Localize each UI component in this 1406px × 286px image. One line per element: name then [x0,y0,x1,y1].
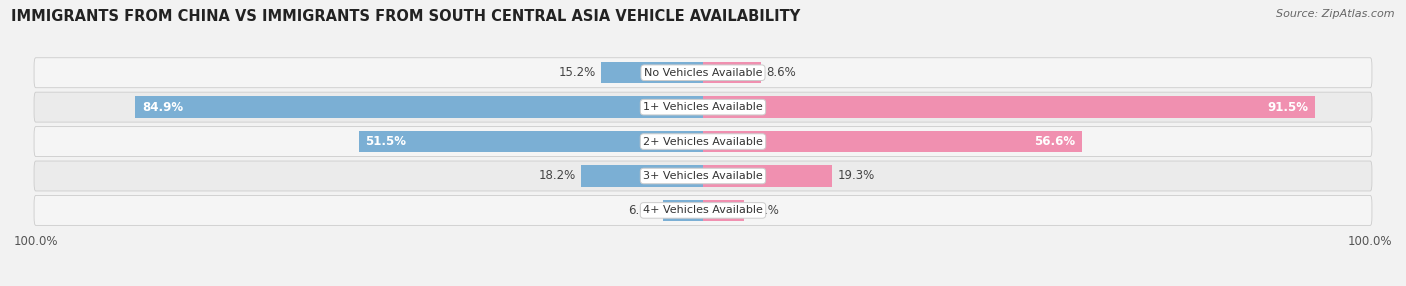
Text: 15.2%: 15.2% [558,66,596,79]
Text: Source: ZipAtlas.com: Source: ZipAtlas.com [1277,9,1395,19]
Text: 1+ Vehicles Available: 1+ Vehicles Available [643,102,763,112]
Text: 4+ Vehicles Available: 4+ Vehicles Available [643,205,763,215]
Bar [602,62,703,84]
Text: 6.0%: 6.0% [627,204,658,217]
Text: 100.0%: 100.0% [14,235,59,248]
Text: 56.6%: 56.6% [1033,135,1076,148]
Bar [581,165,703,187]
Text: 8.6%: 8.6% [766,66,796,79]
Text: 6.1%: 6.1% [749,204,779,217]
Bar [703,200,744,221]
Bar [135,96,703,118]
FancyBboxPatch shape [34,195,1372,225]
Bar [662,200,703,221]
Bar [703,131,1081,152]
Text: 19.3%: 19.3% [838,170,875,182]
Bar [359,131,703,152]
Text: IMMIGRANTS FROM CHINA VS IMMIGRANTS FROM SOUTH CENTRAL ASIA VEHICLE AVAILABILITY: IMMIGRANTS FROM CHINA VS IMMIGRANTS FROM… [11,9,800,23]
Text: 91.5%: 91.5% [1267,101,1309,114]
Text: 2+ Vehicles Available: 2+ Vehicles Available [643,137,763,146]
Bar [703,165,832,187]
FancyBboxPatch shape [34,58,1372,88]
Bar [703,96,1315,118]
Text: 84.9%: 84.9% [142,101,183,114]
Text: 51.5%: 51.5% [366,135,406,148]
Text: 18.2%: 18.2% [538,170,576,182]
FancyBboxPatch shape [34,127,1372,156]
Text: No Vehicles Available: No Vehicles Available [644,68,762,78]
FancyBboxPatch shape [34,161,1372,191]
Text: 100.0%: 100.0% [1347,235,1392,248]
Bar [703,62,761,84]
Text: 3+ Vehicles Available: 3+ Vehicles Available [643,171,763,181]
FancyBboxPatch shape [34,92,1372,122]
